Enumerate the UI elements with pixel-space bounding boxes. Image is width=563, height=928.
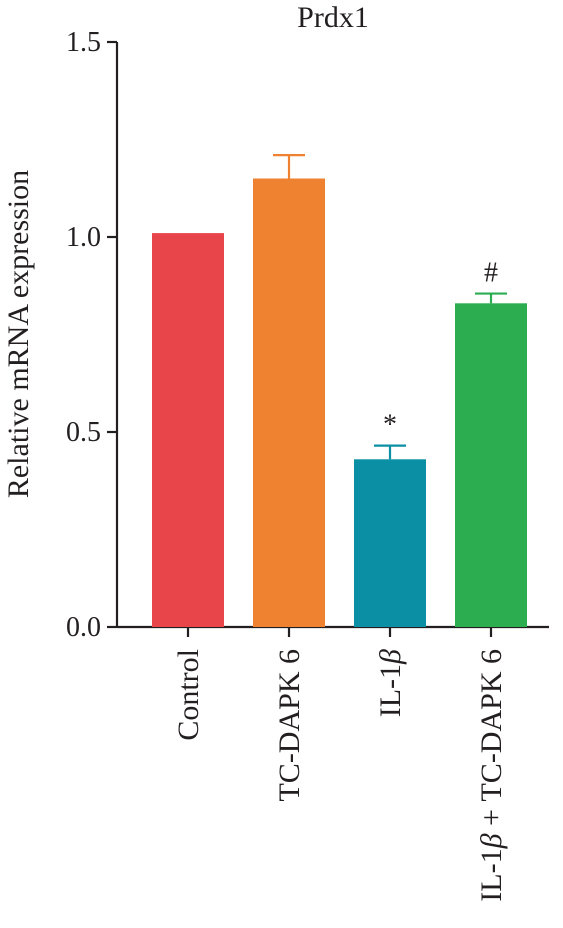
error-bar (273, 154, 305, 179)
category-label-suffix: + TC-DAPK 6 (475, 649, 508, 833)
x-category-label: IL-1β (374, 649, 407, 717)
bar (455, 303, 527, 627)
x-category-label: IL-1β + TC-DAPK 6 (475, 649, 508, 902)
y-tick-label: 1.5 (66, 27, 101, 58)
significance-marks-group: *# (383, 258, 498, 441)
category-label-beta: β (374, 649, 407, 665)
bar (152, 233, 224, 627)
category-label-text: IL-1 (374, 664, 407, 717)
bar (253, 178, 325, 627)
x-category-label: Control (172, 649, 205, 741)
error-bars-group (273, 154, 507, 460)
category-label-text: IL-1 (475, 848, 508, 901)
y-axis-label: Relative mRNA expression (2, 170, 35, 498)
error-bar (374, 444, 406, 460)
significance-mark: # (484, 258, 498, 289)
category-label-text: TC-DAPK 6 (273, 649, 306, 802)
bar (354, 459, 426, 627)
y-tick-label: 1.0 (66, 222, 101, 253)
bars-group (152, 178, 527, 627)
category-label-beta: β (475, 833, 508, 849)
y-axis: 0.0 0.5 1.0 1.5 (66, 27, 119, 643)
chart-title: Prdx1 (297, 1, 369, 34)
x-category-label: TC-DAPK 6 (273, 649, 306, 802)
significance-mark: * (383, 410, 397, 441)
category-label-text: Control (172, 649, 205, 741)
error-bar (475, 292, 507, 304)
y-tick-label: 0.5 (66, 417, 101, 448)
x-axis (117, 625, 549, 637)
y-tick-label: 0.0 (66, 612, 101, 643)
